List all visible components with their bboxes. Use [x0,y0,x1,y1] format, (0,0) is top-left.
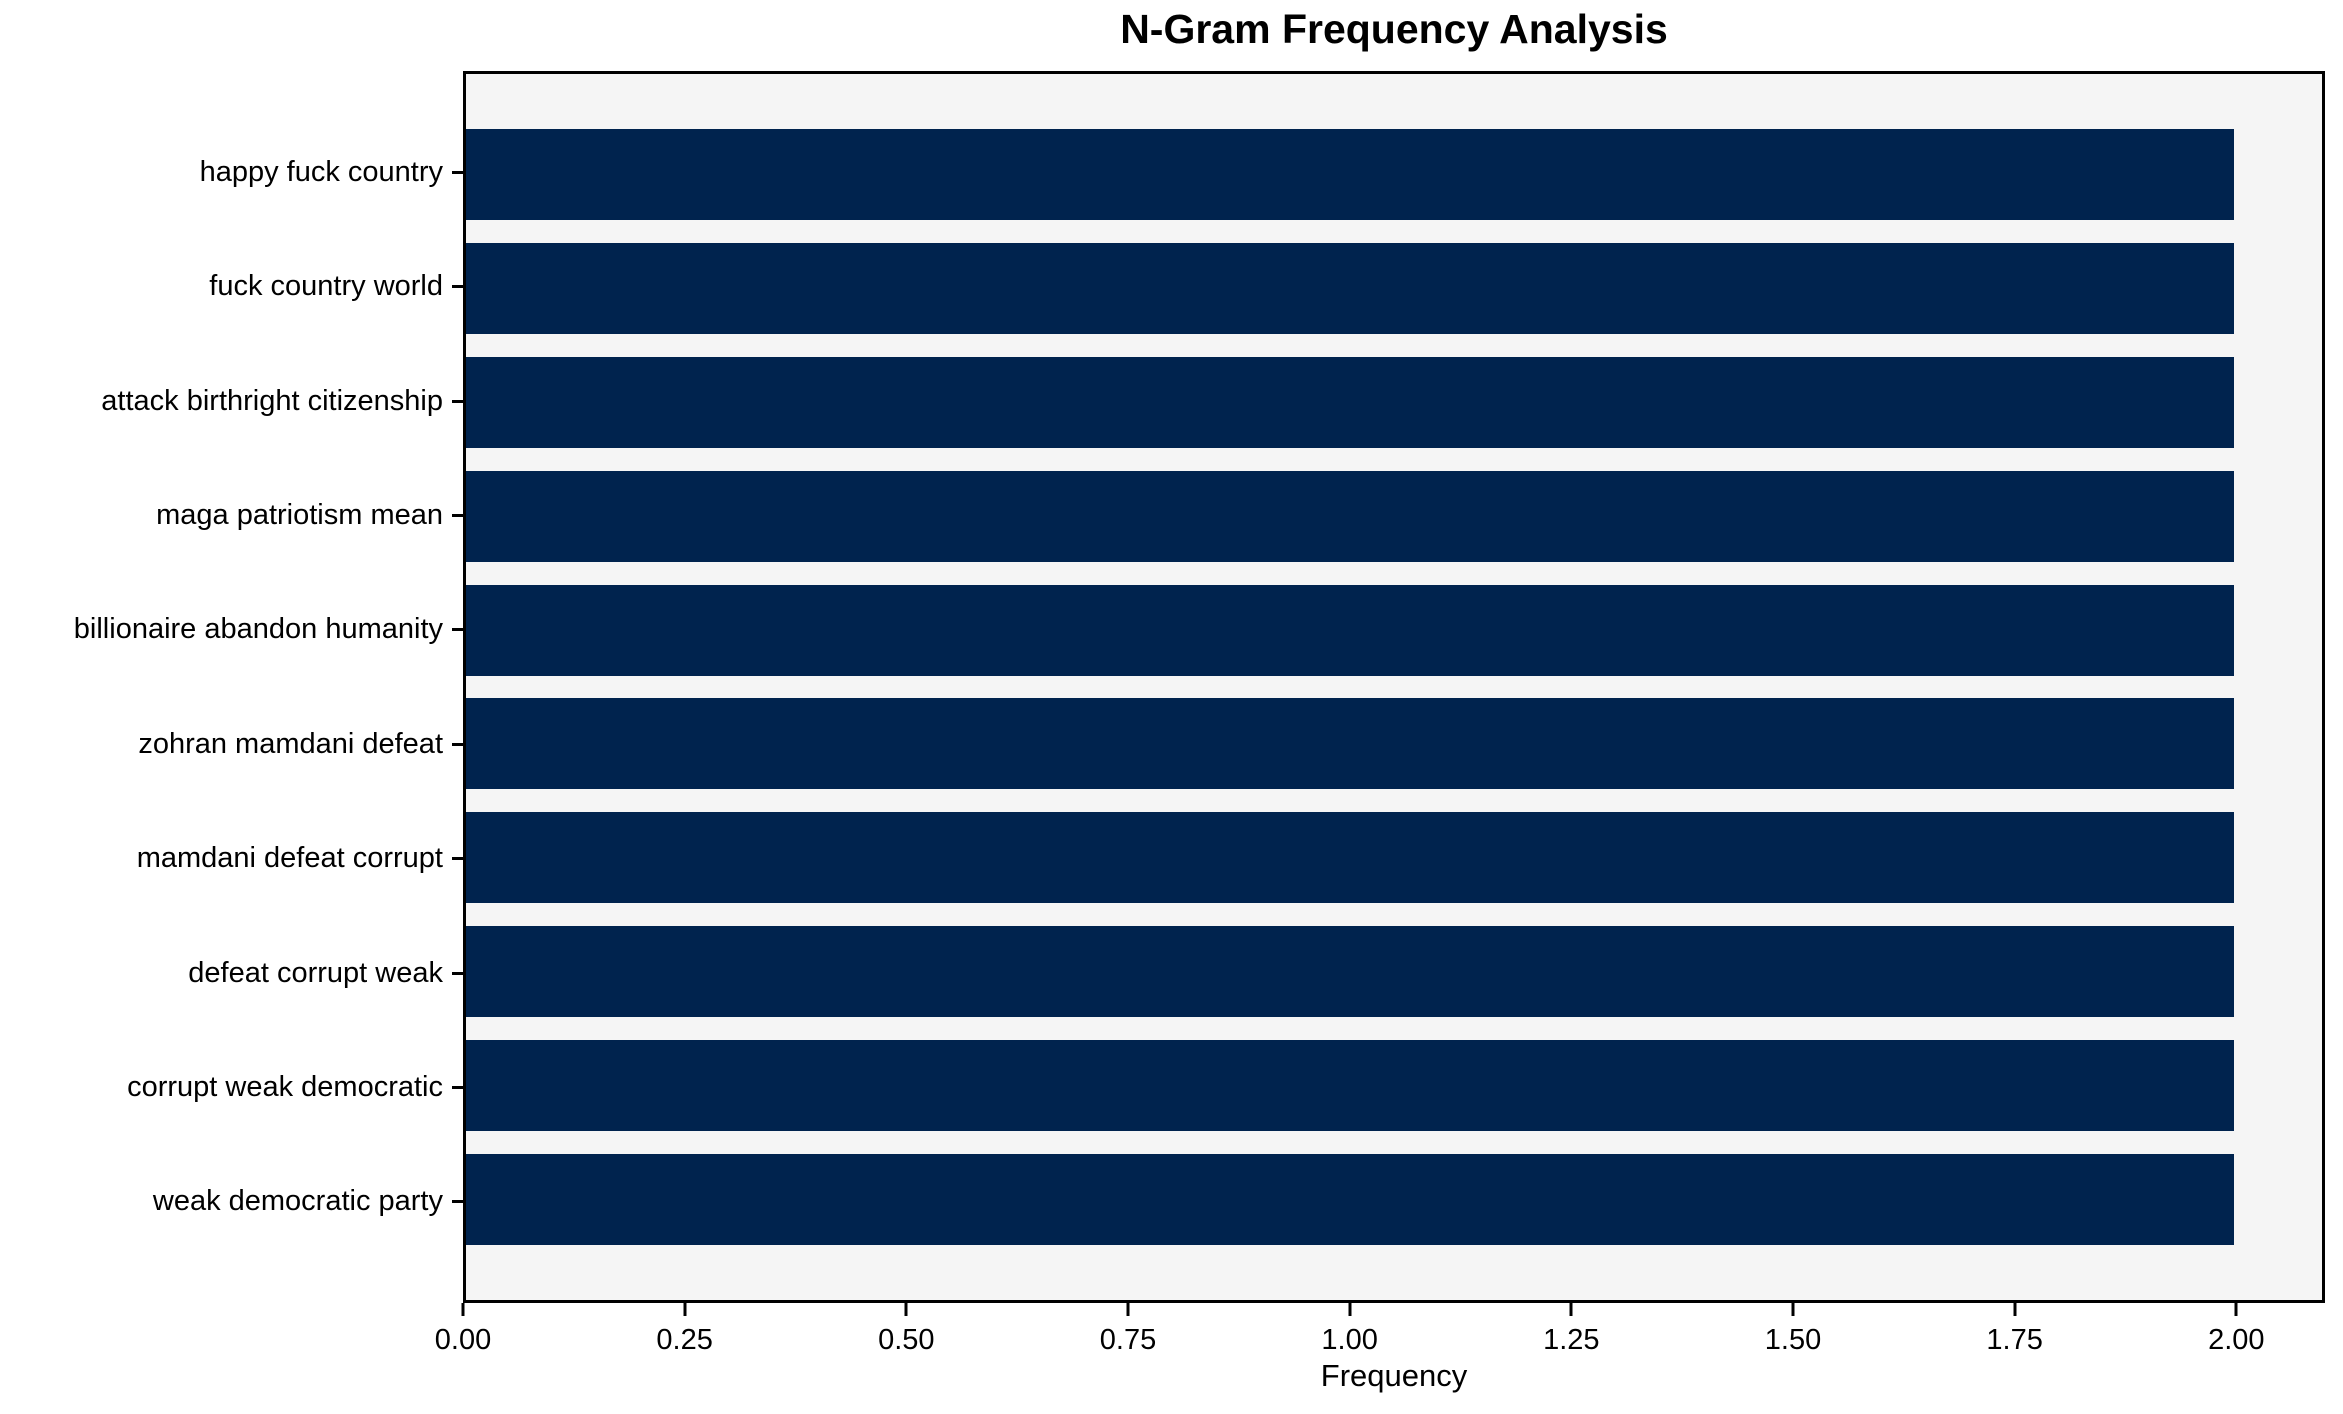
y-tick [452,170,463,174]
y-tick-label: zohran mamdani defeat [138,727,443,760]
bar-row [466,801,2322,915]
x-tick [1126,1303,1130,1316]
bar-row [466,1028,2322,1142]
bar [466,925,2234,1017]
y-tick-label: weak democratic party [152,1185,443,1218]
x-axis: 0.00 0.25 0.50 0.75 1.00 1.25 1.50 1.75 2.00 [435,1303,2325,1383]
y-axis-row: weak democratic party [0,1145,463,1259]
bar-row [466,915,2322,1029]
bar [466,1153,2234,1245]
bars-container [466,74,2322,1300]
bar [466,1039,2234,1131]
y-tick-label: billionaire abandon humanity [73,613,443,646]
y-tick [452,857,463,861]
y-tick [452,742,463,746]
x-tick [2013,1303,2017,1316]
bar-row [466,573,2322,687]
y-tick [452,628,463,632]
x-tick-label: 1.50 [1764,1324,1822,1356]
y-tick [452,971,463,975]
y-tick [452,285,463,289]
y-tick [452,399,463,403]
bar-row [466,346,2322,460]
y-tick-label: fuck country world [209,270,443,303]
bar [466,470,2234,562]
x-tick [1348,1303,1352,1316]
x-tick-label: 1.00 [1321,1324,1378,1356]
x-tick [461,1303,465,1316]
bar [466,584,2234,676]
x-tick-label: 0.25 [656,1324,713,1356]
y-tick-label: defeat corrupt weak [188,956,443,989]
y-axis-row: attack birthright citizenship [0,344,463,458]
y-axis-row: maga patriotism mean [0,458,463,572]
bar-row [466,687,2322,801]
y-tick-label: happy fuck country [199,155,443,188]
bar [466,698,2234,790]
bar-row [466,1142,2322,1256]
y-axis-row: zohran mamdani defeat [0,687,463,801]
y-axis-row: happy fuck country [0,115,463,229]
y-axis-row: defeat corrupt weak [0,916,463,1030]
x-tick-label: 0.00 [434,1324,492,1356]
x-tick [1791,1303,1795,1316]
y-axis-row: billionaire abandon humanity [0,573,463,687]
y-axis-row: corrupt weak democratic [0,1030,463,1144]
y-axis-row: fuck country world [0,229,463,343]
bar-row [466,232,2322,346]
x-tick [904,1303,908,1316]
y-tick-label: mamdani defeat corrupt [136,842,443,875]
chart-title: N-Gram Frequency Analysis [1120,6,1668,52]
y-tick-label: attack birthright citizenship [101,384,443,417]
y-tick-label: maga patriotism mean [156,498,443,531]
x-tick [683,1303,687,1316]
y-tick [452,513,463,517]
bar-row [466,118,2322,232]
y-tick-label: corrupt weak democratic [127,1070,443,1103]
y-axis-labels: happy fuck country fuck country world atta… [0,71,463,1303]
bar-row [466,459,2322,573]
x-tick-label: 2.00 [2208,1324,2265,1356]
x-axis-title: Frequency [1320,1358,1468,1393]
y-axis-row: mamdani defeat corrupt [0,801,463,915]
bar [466,129,2234,221]
x-tick-label: 0.50 [878,1324,935,1356]
plot-area [463,71,2325,1303]
x-tick-label: 1.25 [1543,1324,1600,1356]
bar [466,243,2234,335]
x-tick [1569,1303,1573,1316]
bar [466,356,2234,448]
x-tick-label: 1.75 [1986,1324,2043,1356]
y-tick [452,1085,463,1089]
bar [466,812,2234,904]
y-tick [452,1200,463,1204]
x-tick-label: 0.75 [1099,1324,1157,1356]
x-tick [2234,1303,2238,1316]
